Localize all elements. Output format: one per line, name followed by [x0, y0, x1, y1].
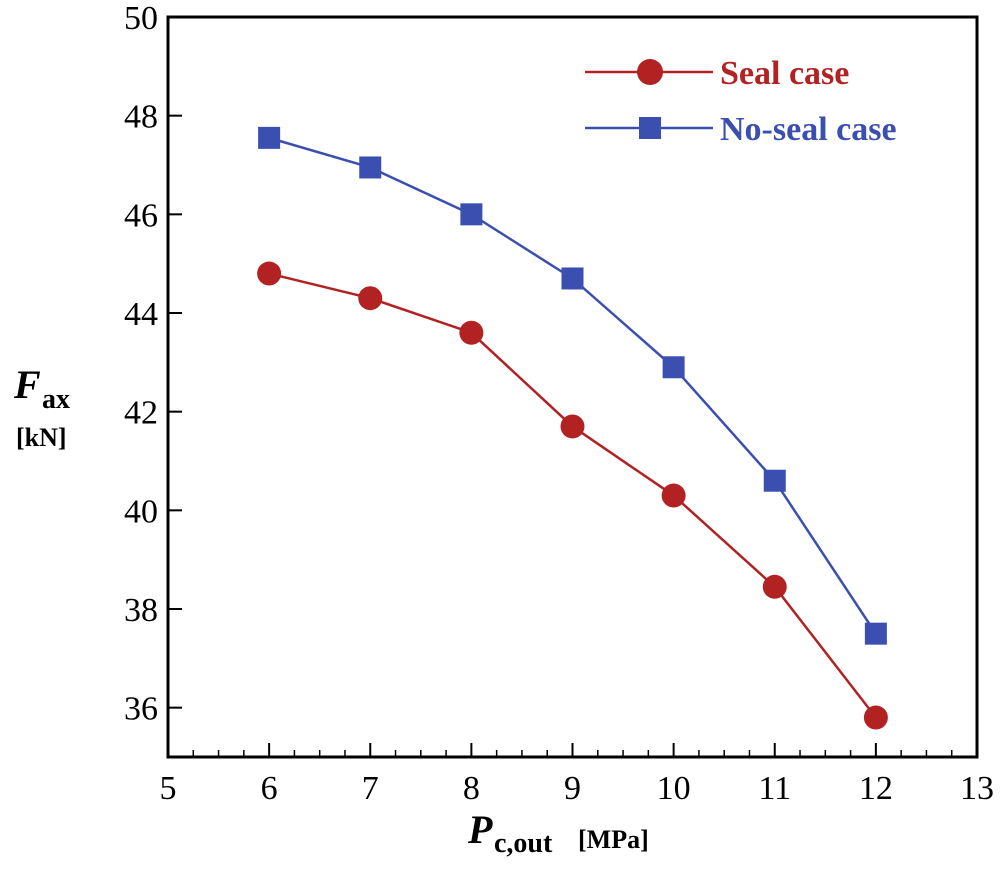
legend-label-no-seal-case: No-seal case [720, 111, 897, 148]
y-tick-label: 48 [124, 99, 158, 136]
x-tick-label: 11 [758, 770, 791, 807]
y-axis-title-subscript: ax [42, 384, 70, 415]
data-point-no-seal-case [763, 469, 786, 492]
data-point-seal-case [358, 286, 383, 311]
y-tick-label: 38 [124, 592, 158, 629]
data-point-no-seal-case [359, 156, 382, 179]
x-tick-label: 10 [657, 770, 691, 807]
y-tick-label: 40 [124, 493, 158, 530]
plot-frame [166, 15, 979, 759]
data-point-seal-case [762, 574, 787, 599]
x-tick-label: 7 [362, 770, 379, 807]
y-tick-label: 36 [124, 691, 158, 728]
y-tick-label: 46 [124, 197, 158, 234]
y-axis-title-symbol: F [13, 362, 41, 407]
data-point-no-seal-case [864, 622, 887, 645]
data-point-seal-case [257, 261, 282, 286]
y-tick-label: 50 [124, 0, 158, 37]
data-point-seal-case [863, 705, 888, 730]
y-tick-label: 44 [124, 296, 158, 333]
legend-label-seal-case: Seal case [720, 55, 849, 92]
x-axis-title-symbol: P [467, 807, 493, 852]
legend-marker-no-seal-case [639, 117, 661, 139]
data-point-seal-case [661, 483, 686, 508]
series-line-no-seal-case [268, 136, 877, 635]
series-layer [257, 126, 888, 730]
x-tick-label: 8 [463, 770, 480, 807]
data-point-seal-case [459, 320, 484, 345]
x-axis-title-unit: [MPa] [578, 825, 649, 854]
data-point-no-seal-case [258, 126, 281, 149]
legend: Seal case No-seal case [585, 55, 897, 148]
x-tick-label: 9 [564, 770, 581, 807]
data-point-no-seal-case [561, 267, 584, 290]
data-point-seal-case [560, 414, 585, 439]
y-tick-label: 42 [124, 395, 158, 432]
x-tick-label: 13 [960, 770, 994, 807]
x-tick-label: 12 [859, 770, 893, 807]
legend-marker-seal-case [637, 59, 663, 85]
x-tick-label: 5 [160, 770, 177, 807]
data-point-no-seal-case [460, 203, 483, 226]
ticks-layer: 5 6 7 8 9 10 11 12 13 36 38 40 42 44 46 48 50 [124, 0, 994, 807]
x-axis-title-subscript: c,out [494, 828, 553, 859]
data-point-no-seal-case [662, 356, 685, 379]
y-axis-title-unit: [kN] [16, 423, 67, 452]
x-tick-label: 6 [261, 770, 278, 807]
